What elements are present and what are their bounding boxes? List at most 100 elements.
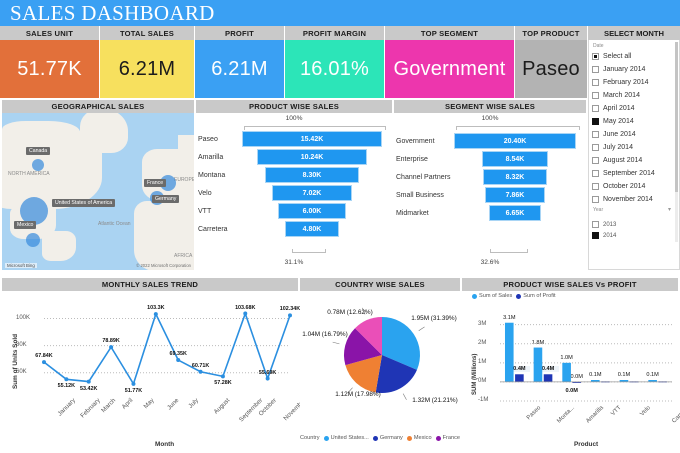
kpi-value-1: 6.21M [118,57,176,80]
slicer-item-0[interactable]: Select all [592,50,676,63]
funnel-row[interactable]: Montana 8.30K [196,167,392,183]
pvp-bar-0-5[interactable] [648,380,657,382]
pvp-bar-1-2[interactable] [572,381,582,383]
pie-legend-item-1[interactable]: Germany [372,435,403,441]
pvp-bar-label-1-2: 0.0M [570,373,583,380]
pie-slice-2[interactable] [345,355,382,393]
slicer-item-8[interactable]: August 2014 [592,154,676,167]
funnel-bar-track: 4.80K [242,221,392,237]
funnel-row[interactable]: Enterprise 8.54K [394,151,586,167]
funnel-bar[interactable]: 8.30K [265,167,359,183]
pvp-bar-1-1[interactable] [543,374,553,382]
map-region-north-america: NORTH AMERICA [8,171,50,177]
funnel-bar[interactable]: 10.24K [257,149,367,165]
slicer-scrollbar[interactable] [675,42,678,242]
kpi-header-1: TOTAL SALES [100,26,195,40]
slicer-month-list[interactable]: Select all January 2014 February 2014 March… [592,50,676,206]
slicer-item-10[interactable]: October 2014 [592,180,676,193]
slicer-item-11[interactable]: November 2014 [592,193,676,206]
country-wise-sales-chart[interactable]: 1.95M (31.39%) 1.32M (21.21%) 1.12M (17.98… [300,291,460,451]
product-sales-vs-profit-chart[interactable]: -1M 0M 1M 2M 3M 3.1M 0.4M Paseo 1.8M 0.4M Monta...… [462,291,680,451]
pie-slice-3[interactable] [344,328,382,366]
checkbox-icon[interactable] [592,131,599,138]
pvp-bar-0-3[interactable] [590,380,600,382]
checkbox-icon[interactable] [592,221,599,228]
slicer-date-group-label: Date [593,43,604,49]
checkbox-icon[interactable] [592,170,599,177]
checkbox-icon[interactable] [592,183,599,190]
funnel-bar[interactable]: 8.54K [482,151,548,167]
funnel-row[interactable]: Channel Partners 8.32K [394,169,586,185]
checkbox-icon[interactable] [592,232,599,239]
funnel-bar[interactable]: 20.40K [454,133,576,149]
funnel-row[interactable]: Midmarket 6.65K [394,205,586,221]
pie-slice-0[interactable] [382,317,420,370]
pvp-legend-item-1[interactable]: Sum of Profit [516,293,556,299]
funnel-bar[interactable]: 6.65K [489,205,541,221]
checkbox-icon[interactable] [592,157,599,164]
funnel-row[interactable]: Carretera 4.80K [196,221,392,237]
select-month-slicer-body[interactable]: Date Select all January 2014 February 2014… [588,40,680,270]
slicer-item-6[interactable]: June 2014 [592,128,676,141]
slicer-year-item-0[interactable]: 2013 [592,219,676,230]
slicer-item-3[interactable]: March 2014 [592,89,676,102]
funnel-row[interactable]: Small Business 7.86K [394,187,586,203]
funnel-row[interactable]: Amarilla 10.24K [196,149,392,165]
funnel-bar-value: 8.54K [505,155,525,163]
funnel-row[interactable]: Velo 7.02K [196,185,392,201]
pie-label-2: 1.12M (17.98%) [335,391,381,398]
pie-legend-item-2[interactable]: Mexico [406,435,432,441]
slicer-item-9[interactable]: September 2014 [592,167,676,180]
funnel-bar[interactable]: 8.32K [483,169,547,185]
trend-data-label-10: 55.69K [258,369,277,376]
slicer-item-2[interactable]: February 2014 [592,76,676,89]
pvp-legend-item-0[interactable]: Sum of Sales [472,293,512,299]
slicer-item-4[interactable]: April 2014 [592,102,676,115]
trend-data-label-0: 67.84K [35,353,53,360]
slicer-item-5[interactable]: May 2014 [592,115,676,128]
slicer-item-1[interactable]: January 2014 [592,63,676,76]
slicer-year-list[interactable]: 2013 2014 [592,219,676,241]
funnel-row[interactable]: VTT 6.00K [196,203,392,219]
slicer-year-item-1[interactable]: 2014 [592,230,676,241]
funnel-row[interactable]: Government 20.40K [394,133,586,149]
map-bubble-mexico[interactable] [26,233,40,247]
checkbox-icon[interactable] [592,53,599,60]
geographical-sales-title: GEOGRAPHICAL SALES [2,100,194,113]
pvp-bar-0-4[interactable] [619,380,629,382]
chevron-down-icon[interactable]: ▾ [667,207,671,213]
funnel-bar-track: 6.00K [242,203,392,219]
map-bubble-united-states[interactable] [20,197,48,225]
slicer-item-label: May 2014 [603,118,634,125]
slicer-item-7[interactable]: July 2014 [592,141,676,154]
pie-legend-item-3[interactable]: France [435,435,460,441]
funnel-bar[interactable]: 6.00K [277,203,347,219]
funnel-bar[interactable]: 15.42K [242,131,382,147]
checkbox-icon[interactable] [592,144,599,151]
map-bubble-canada[interactable] [32,159,44,171]
funnel-bar-value: 6.65K [505,209,525,217]
page-title: SALES DASHBOARD [10,1,215,25]
pvp-bar-0-1[interactable] [533,347,543,382]
pie-legend[interactable]: Country United States... Germany Mexico Fran… [300,435,460,441]
kpi-header-0: SALES UNIT [0,26,100,40]
pvp-bar-1-0[interactable] [515,374,524,382]
checkbox-icon[interactable] [592,196,599,203]
monthly-sales-trend-chart[interactable]: 60K 80K 100K 67.84K 55.12K 53.42K 78.89K 51.77K… [2,291,329,451]
funnel-bar[interactable]: 7.86K [485,187,545,203]
checkbox-icon[interactable] [592,92,599,99]
funnel-bar[interactable]: 7.02K [272,185,352,201]
pie-slice-4[interactable] [355,317,382,355]
pie-legend-item-0[interactable]: United States... [323,435,369,441]
pvp-bar-0-0[interactable] [504,322,514,382]
pvp-legend[interactable]: Sum of Sales Sum of Profit [462,293,678,299]
funnel-bar[interactable]: 4.80K [285,221,339,237]
checkbox-icon[interactable] [592,79,599,86]
checkbox-icon[interactable] [592,105,599,112]
funnel-row[interactable]: Paseo 15.42K [196,131,392,147]
pvp-bar-0-2[interactable] [562,362,571,382]
checkbox-icon[interactable] [592,118,599,125]
pie-slice-1[interactable] [375,355,417,393]
checkbox-icon[interactable] [592,66,599,73]
map-canvas[interactable]: NORTH AMERICA EUROPE AFRICA Atlantic Oce… [2,113,194,270]
